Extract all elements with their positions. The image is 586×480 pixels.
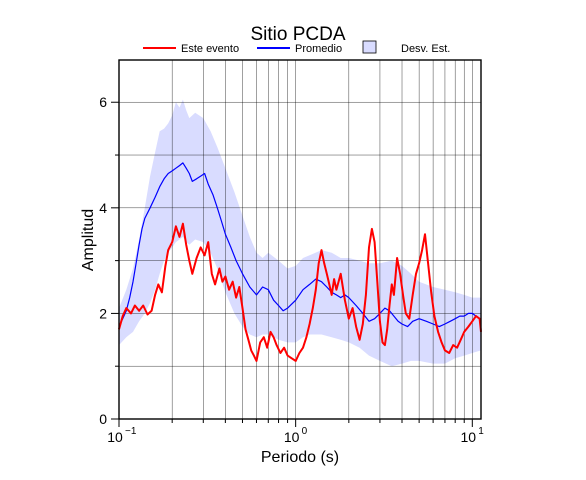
y-tick-label: 0 — [99, 411, 107, 427]
plot-frame — [118, 59, 482, 420]
series-line-promedio — [118, 162, 482, 328]
x-tick-label: 10 — [107, 429, 123, 445]
y-tick-label: 6 — [99, 94, 107, 110]
grid-layer — [119, 60, 481, 419]
x-axis-label: Periodo (s) — [261, 449, 339, 466]
x-tick-label-exponent: 0 — [302, 426, 308, 437]
legend-label: Promedio — [295, 43, 342, 55]
x-tick-label-exponent: 1 — [478, 426, 484, 437]
legend-label: Este evento — [181, 43, 239, 55]
legend-swatch-box — [362, 40, 377, 54]
series-layer — [118, 162, 482, 362]
legend-label: Desv. Est. — [401, 43, 450, 55]
x-tick-label: 10 — [284, 429, 300, 445]
y-tick-label: 4 — [99, 200, 107, 216]
y-tick-label: 2 — [99, 305, 107, 321]
x-tick-label: 10 — [461, 429, 477, 445]
y-axis: 0 2 4 6 — [99, 94, 119, 427]
chart-title: Sitio PCDA — [250, 24, 345, 45]
legend: Este evento Promedio Desv. Est. — [143, 40, 450, 55]
x-tick-label-exponent: −1 — [125, 426, 137, 437]
x-axis: 10 −1 10 0 10 1 — [107, 419, 484, 445]
y-axis-label: Amplitud — [80, 209, 97, 271]
series-line-este-evento — [118, 222, 482, 362]
